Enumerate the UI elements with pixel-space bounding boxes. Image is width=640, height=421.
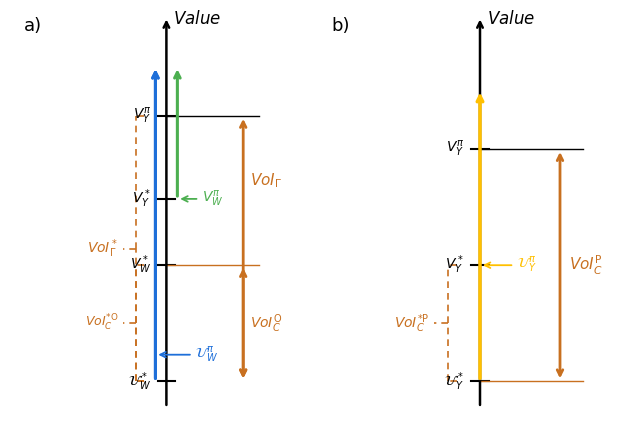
- Text: $\mathcal{U}_W^*$: $\mathcal{U}_W^*$: [127, 370, 151, 392]
- Text: $VoI_{\Gamma}^*$: $VoI_{\Gamma}^*$: [87, 237, 118, 260]
- Text: $\mathcal{U}_Y^{\pi}$: $\mathcal{U}_Y^{\pi}$: [516, 255, 537, 275]
- Text: a): a): [24, 16, 42, 35]
- Text: $\mathcal{U}_Y^*$: $\mathcal{U}_Y^*$: [444, 370, 464, 392]
- Text: $Value$: $Value$: [173, 10, 221, 28]
- Text: $VoI_C^{\mathrm{P}}$: $VoI_C^{\mathrm{P}}$: [569, 253, 603, 277]
- Text: $VoI_C^{\mathrm{O}}$: $VoI_C^{\mathrm{O}}$: [250, 312, 282, 335]
- Text: $VoI_{\Gamma}$: $VoI_{\Gamma}$: [250, 171, 282, 190]
- Text: $V_W^{\pi}$: $V_W^{\pi}$: [202, 189, 223, 209]
- Text: $V_W^*$: $V_W^*$: [129, 254, 151, 277]
- Text: $V_Y^{\pi}$: $V_Y^{\pi}$: [445, 139, 464, 159]
- Text: b): b): [332, 16, 350, 35]
- Text: $\mathcal{U}_W^{\pi}$: $\mathcal{U}_W^{\pi}$: [195, 345, 218, 365]
- Text: $VoI_C^{*\mathrm{P}}$: $VoI_C^{*\mathrm{P}}$: [394, 312, 429, 335]
- Text: $Value$: $Value$: [487, 10, 535, 28]
- Text: $VoI_C^{*\mathrm{O}}$: $VoI_C^{*\mathrm{O}}$: [84, 313, 118, 333]
- Text: $V_Y^{\pi}$: $V_Y^{\pi}$: [132, 106, 151, 126]
- Text: $V_Y^*$: $V_Y^*$: [445, 254, 464, 277]
- Text: $V_Y^*$: $V_Y^*$: [132, 188, 151, 210]
